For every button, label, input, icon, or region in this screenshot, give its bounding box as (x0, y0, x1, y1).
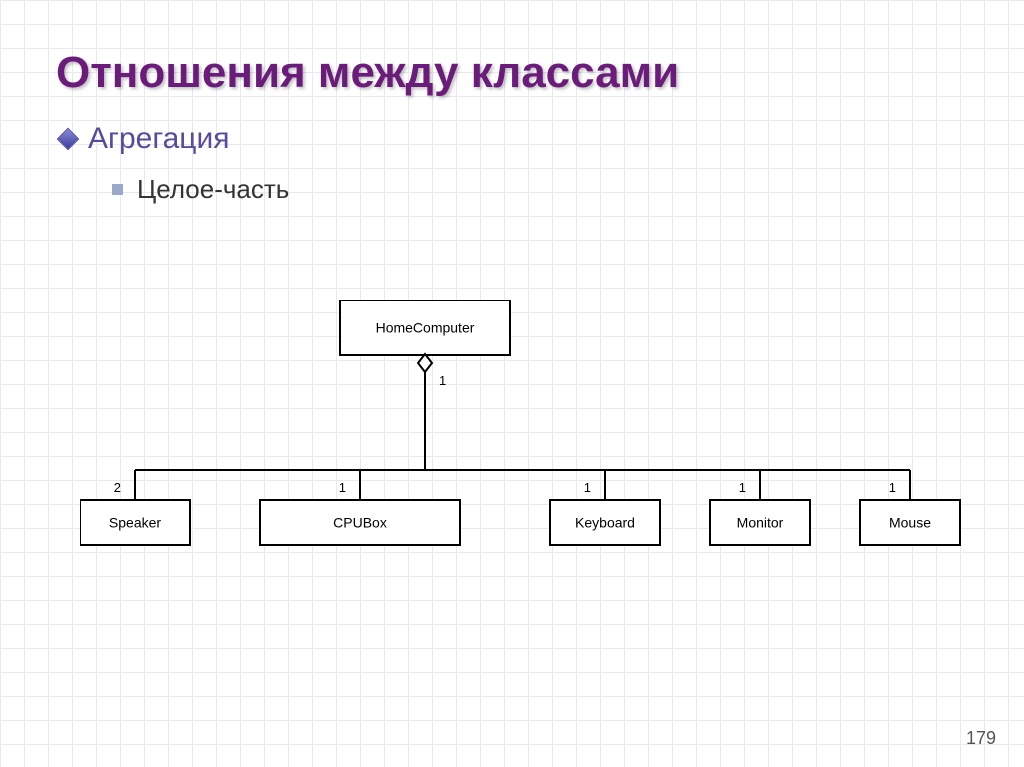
bullet-level1: Агрегация (60, 122, 968, 156)
child-multiplicity-4: 1 (889, 480, 896, 495)
child-label-2: Keyboard (575, 515, 635, 531)
child-label-1: CPUBox (333, 515, 387, 531)
child-label-3: Monitor (737, 515, 784, 531)
slide-content: Отношения между классами Агрегация Целое… (0, 0, 1024, 767)
child-multiplicity-1: 1 (339, 480, 346, 495)
child-label-0: Speaker (109, 515, 161, 531)
bullet-level2: Целое-часть (112, 174, 968, 205)
square-bullet-icon (112, 184, 123, 195)
parent-label: HomeComputer (376, 320, 475, 336)
child-multiplicity-2: 1 (584, 480, 591, 495)
aggregation-diamond-icon (418, 354, 432, 372)
child-label-4: Mouse (889, 515, 931, 531)
bullet-level1-text: Агрегация (88, 122, 229, 156)
slide-title: Отношения между классами (56, 48, 968, 98)
child-multiplicity-0: 2 (114, 480, 121, 495)
page-number: 179 (966, 728, 996, 749)
uml-diagram: HomeComputer 1 Speaker 2 CPUBox 1 Keyboard 1 Mon… (80, 300, 970, 590)
child-multiplicity-3: 1 (739, 480, 746, 495)
diamond-bullet-icon (57, 128, 80, 151)
bullet-level2-text: Целое-часть (137, 174, 289, 205)
parent-multiplicity: 1 (439, 373, 446, 388)
